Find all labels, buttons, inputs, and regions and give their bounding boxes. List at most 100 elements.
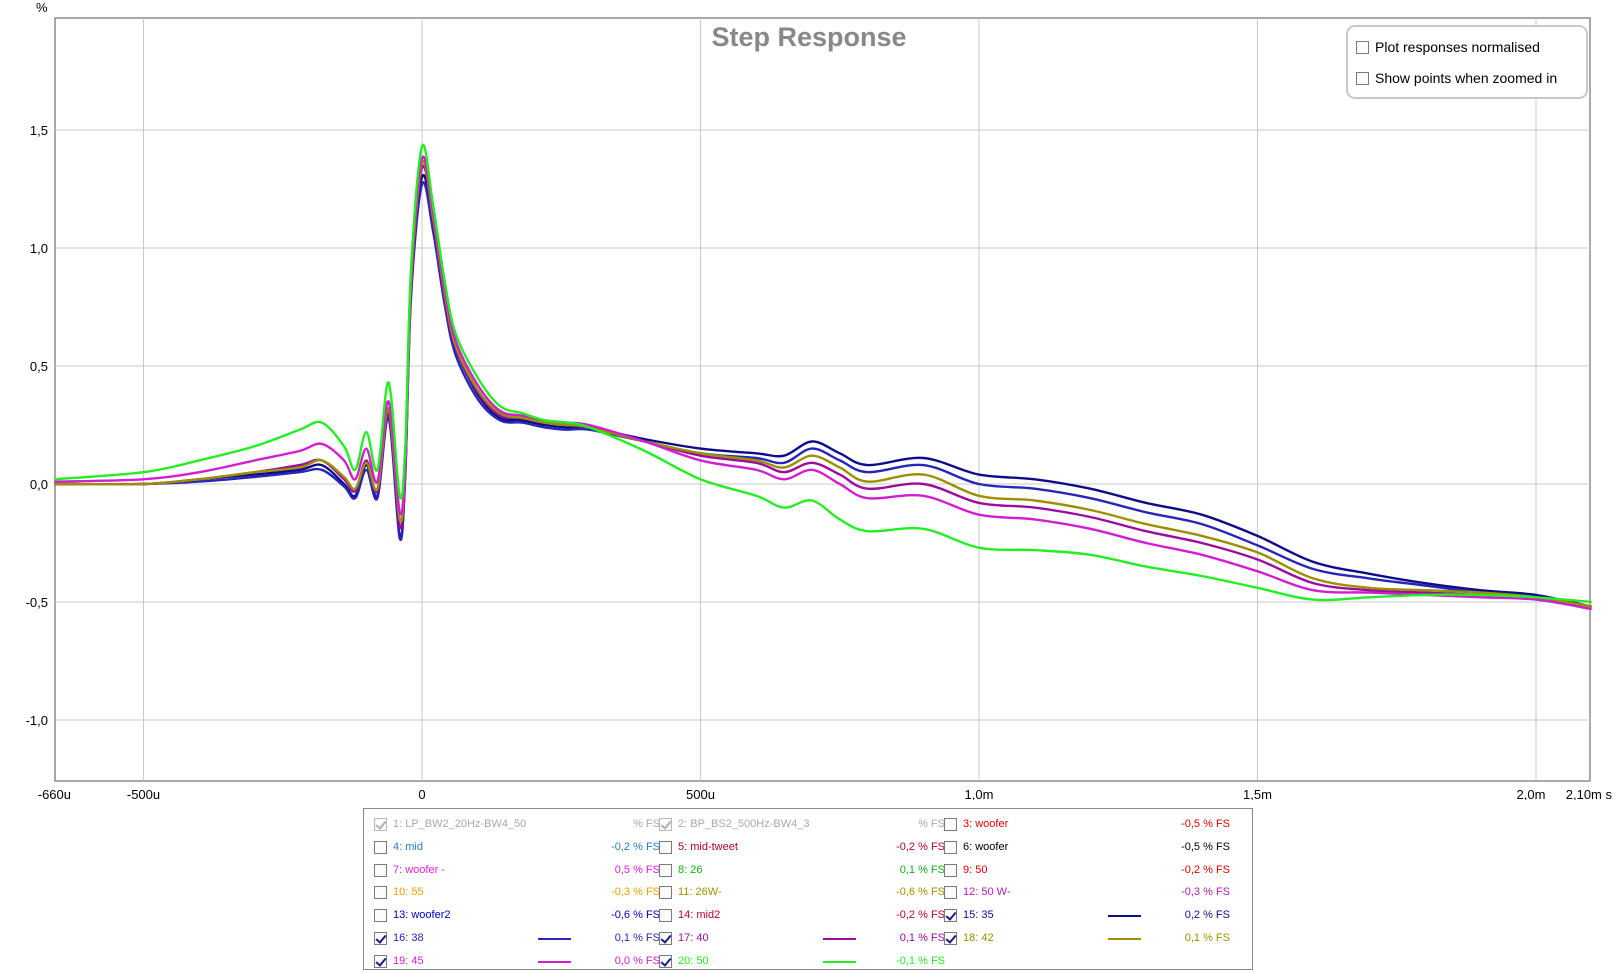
legend-entry[interactable]: 20: 50 -0,1 % FS (659, 952, 949, 972)
legend-label: 2: BP_BS2_500Hz-BW4_3 (678, 818, 810, 830)
x-tick-label: 2,0m (1517, 787, 1546, 800)
legend-value: % FS (918, 818, 945, 830)
legend-checkbox[interactable] (659, 840, 672, 854)
legend-value: -0,2 % FS (896, 840, 945, 853)
y-tick-label: 1,5 (30, 123, 48, 138)
series-line-2[interactable] (54, 181, 1592, 608)
legend-label: 14: mid2 (678, 909, 721, 922)
legend-value: -0,2 % FS (1181, 863, 1230, 876)
legend-entry[interactable]: 8: 26 0,1 % FS (659, 861, 949, 881)
legend-value: -0,6 % FS (611, 909, 660, 922)
legend-entry[interactable]: 10: 55 -0,3 % FS (374, 883, 664, 903)
legend-checkbox[interactable] (944, 909, 957, 923)
legend-value: -0,5 % FS (1181, 840, 1230, 853)
legend-label: 20: 50 (678, 954, 709, 967)
legend-entry[interactable]: 14: mid2 -0,2 % FS (659, 906, 949, 926)
legend-entry[interactable]: 2: BP_BS2_500Hz-BW4_3 % FS (659, 815, 949, 835)
step-response-chart[interactable]: 1,5 1,0 0,5 0,0 -0,5 -1,0 -660u -500u 0 500u 1,0m… (0, 0, 1617, 800)
legend-label: 3: woofer (963, 818, 1009, 830)
legend-entry[interactable]: 15: 35 0,2 % FS (944, 906, 1234, 926)
legend-label: 15: 35 (963, 909, 994, 922)
legend-checkbox[interactable] (374, 840, 387, 854)
legend-checkbox[interactable] (659, 954, 672, 968)
legend-checkbox[interactable] (944, 840, 957, 854)
legend-checkbox[interactable] (659, 818, 672, 831)
legend-label: 16: 38 (393, 932, 424, 944)
x-tick-label: 500u (686, 787, 715, 800)
series-line-6[interactable] (54, 143, 1592, 604)
legend-line-swatch (1108, 915, 1141, 918)
legend-value: -0,1 % FS (896, 954, 945, 967)
series-line-4[interactable] (54, 159, 1592, 608)
plot-normalised-option[interactable]: Plot responses normalised (1356, 39, 1540, 55)
legend-checkbox[interactable] (374, 818, 387, 831)
legend-value: 0,2 % FS (1184, 909, 1230, 922)
legend-label: 12: 50 W- (963, 886, 1011, 899)
legend-label: 11: 26W- (678, 886, 722, 899)
legend-value: -0,5 % FS (1181, 818, 1230, 830)
x-tick-label: 2,10m s (1566, 787, 1613, 800)
legend-checkbox[interactable] (944, 932, 957, 945)
legend-entry[interactable]: 18: 42 0,1 % FS (944, 929, 1234, 949)
x-tick-label: -660u (38, 787, 71, 800)
y-tick-label: -1,0 (26, 713, 48, 728)
legend-entry[interactable]: 17: 40 0,1 % FS (659, 929, 949, 949)
legend-checkbox[interactable] (659, 863, 672, 877)
legend-entry[interactable]: 4: mid -0,2 % FS (374, 838, 664, 858)
legend-checkbox[interactable] (659, 932, 672, 945)
legend-value: 0,1 % FS (614, 932, 660, 944)
legend-checkbox[interactable] (374, 863, 387, 877)
legend-value: 0,1 % FS (1184, 932, 1230, 944)
legend-entry[interactable]: 7: woofer - 0,5 % FS (374, 861, 664, 881)
legend-entry[interactable]: 11: 26W- -0,6 % FS (659, 883, 949, 903)
legend-value: -0,2 % FS (896, 909, 945, 922)
legend-entry[interactable]: 5: mid-tweet -0,2 % FS (659, 838, 949, 858)
show-points-option[interactable]: Show points when zoomed in (1356, 70, 1557, 86)
legend-entry[interactable]: 9: 50 -0,2 % FS (944, 861, 1234, 881)
legend-entry[interactable]: 13: woofer2 -0,6 % FS (374, 906, 664, 926)
legend-entry[interactable]: 12: 50 W- -0,3 % FS (944, 883, 1234, 903)
legend-checkbox[interactable] (659, 909, 672, 923)
plot-normalised-label: Plot responses normalised (1375, 39, 1540, 55)
y-tick-label: 0,5 (30, 359, 48, 374)
y-tick-label: 1,0 (30, 241, 48, 256)
legend-value: % FS (633, 818, 660, 830)
legend-label: 7: woofer - (393, 863, 445, 876)
show-points-label: Show points when zoomed in (1375, 70, 1558, 86)
legend-entry[interactable]: 6: woofer -0,5 % FS (944, 838, 1234, 858)
legend-line-swatch (1108, 938, 1141, 940)
legend-entry[interactable]: 1: LP_BW2_20Hz-BW4_50 % FS (374, 815, 664, 835)
legend-checkbox[interactable] (374, 932, 387, 945)
legend-label: 1: LP_BW2_20Hz-BW4_50 (393, 818, 527, 830)
legend-line-swatch (823, 938, 856, 940)
legend-entry[interactable]: 19: 45 0,0 % FS (374, 952, 664, 972)
legend-checkbox[interactable] (944, 886, 957, 900)
plot-normalised-checkbox[interactable] (1356, 40, 1369, 54)
y-tick-label: -0,5 (26, 595, 48, 610)
legend-checkbox[interactable] (374, 954, 387, 968)
legend-label: 6: woofer (963, 840, 1009, 853)
legend-value: 0,1 % FS (899, 863, 945, 876)
legend-entry[interactable]: 16: 38 0,1 % FS (374, 929, 664, 949)
legend-label: 17: 40 (678, 932, 709, 944)
legend-value: 0,5 % FS (614, 863, 660, 876)
measurement-legend: 1: LP_BW2_20Hz-BW4_50% FS 2: BP_BS2_500Hz… (363, 808, 1253, 970)
legend-entry[interactable]: 3: woofer -0,5 % FS (944, 815, 1234, 835)
legend-checkbox[interactable] (374, 909, 387, 923)
legend-checkbox[interactable] (374, 886, 387, 900)
legend-line-swatch (538, 960, 571, 963)
legend-line-swatch (538, 938, 571, 940)
legend-checkbox[interactable] (944, 863, 957, 877)
legend-label: 8: 26 (678, 863, 703, 876)
legend-label: 13: woofer2 (393, 909, 451, 922)
legend-checkbox[interactable] (944, 818, 957, 831)
legend-checkbox[interactable] (659, 886, 672, 900)
x-tick-label: 1,0m (965, 787, 994, 800)
legend-value: -0,3 % FS (611, 886, 660, 899)
plot-area[interactable] (54, 17, 1591, 782)
legend-value: -0,2 % FS (611, 840, 660, 853)
x-tick-label: -500u (127, 787, 160, 800)
legend-line-swatch (823, 960, 856, 963)
show-points-checkbox[interactable] (1356, 71, 1369, 85)
legend-value: -0,6 % FS (896, 886, 945, 899)
